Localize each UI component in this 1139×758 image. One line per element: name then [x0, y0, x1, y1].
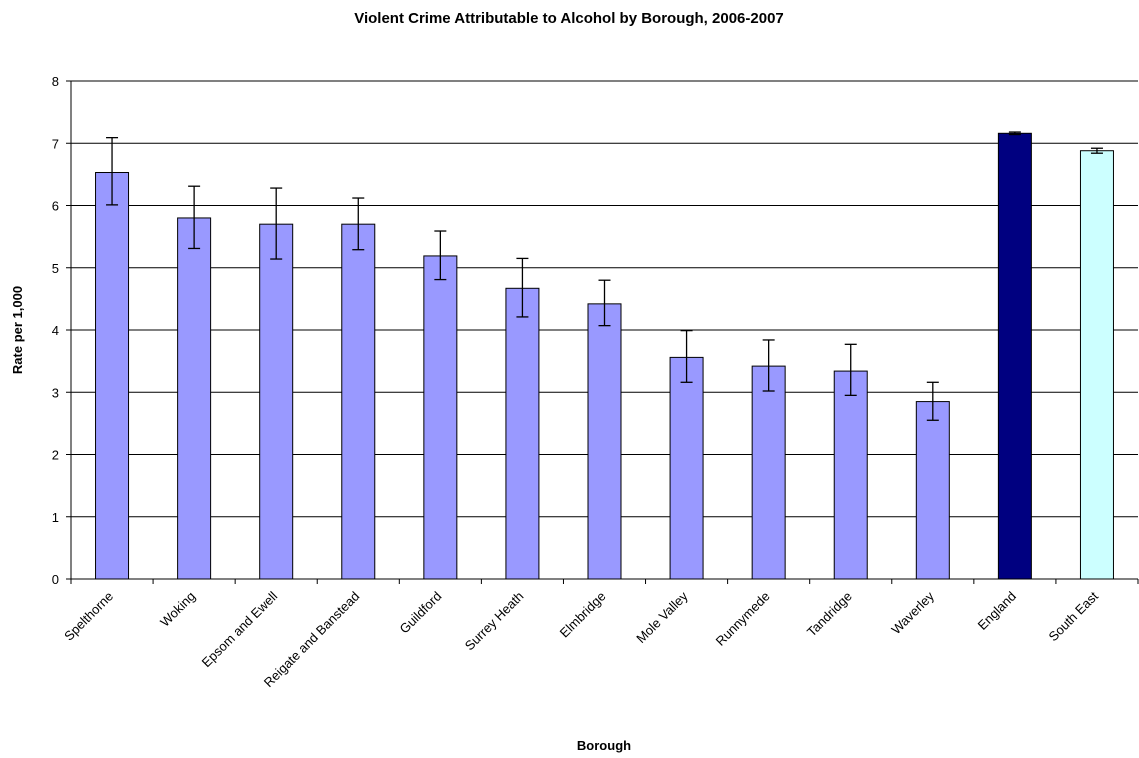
bar-4	[423, 255, 458, 580]
y-tick-label-1: 1	[52, 510, 59, 525]
error-bar-10	[926, 381, 939, 421]
y-tick-labels: 0 1 2 3 4 5 6 7 8	[52, 74, 59, 587]
y-tick-label-3: 3	[52, 385, 59, 400]
axes	[66, 80, 1139, 584]
y-axis-label: Rate per 1,000	[10, 286, 25, 374]
y-tick-label-8: 8	[52, 74, 59, 89]
bar-12	[1079, 150, 1114, 580]
bar-7	[669, 356, 704, 580]
y-tick-label-4: 4	[52, 323, 59, 338]
x-tick-label-11: England	[975, 589, 1019, 633]
x-tick-label-4: Guildford	[397, 589, 445, 637]
bar-0	[95, 172, 130, 580]
bar-2	[259, 223, 294, 580]
error-bar-9	[844, 343, 857, 397]
bar-10	[915, 401, 950, 580]
x-tick-label-12: South East	[1045, 588, 1101, 644]
error-bar-4	[434, 230, 447, 281]
x-tick-label-0: Spelthorne	[61, 589, 116, 644]
x-tick-label-2: Epsom and Ewell	[199, 588, 281, 670]
error-bar-0	[106, 136, 119, 206]
bar-8	[751, 365, 786, 580]
y-tick-label-5: 5	[52, 261, 59, 276]
bar-5	[505, 287, 540, 580]
error-bar-12	[1090, 147, 1103, 154]
x-tick-label-5: Surrey Heath	[462, 589, 527, 654]
x-tick-label-10: Waverley	[888, 588, 937, 637]
error-bar-6	[598, 279, 611, 327]
error-bar-5	[516, 257, 529, 318]
error-bar-3	[352, 197, 365, 251]
x-tick-label-7: Mole Valley	[633, 588, 691, 646]
error-bar-7	[680, 329, 693, 383]
x-tick-label-3: Reigate and Banstead	[261, 589, 363, 691]
bars	[95, 132, 1114, 580]
x-tick-label-8: Runnymede	[713, 589, 773, 649]
bar-1	[177, 217, 212, 580]
x-tick-label-1: Woking	[157, 589, 198, 630]
bar-9	[833, 370, 868, 580]
x-axis-label: Borough	[577, 738, 631, 753]
bar-11	[997, 132, 1032, 580]
bar-3	[341, 223, 376, 580]
error-bar-11	[1008, 131, 1021, 136]
error-bar-2	[270, 187, 283, 260]
chart-title: Violent Crime Attributable to Alcohol by…	[354, 10, 784, 27]
x-tick-label-6: Elmbridge	[557, 589, 609, 641]
bar-6	[587, 303, 622, 580]
y-tick-label-6: 6	[52, 199, 59, 214]
x-tick-label-9: Tandridge	[804, 589, 855, 640]
y-tick-label-0: 0	[52, 572, 59, 587]
y-tick-label-7: 7	[52, 136, 59, 151]
error-bar-1	[188, 185, 201, 250]
y-tick-label-2: 2	[52, 448, 59, 463]
error-bar-8	[762, 339, 775, 392]
error-bars	[106, 131, 1103, 421]
